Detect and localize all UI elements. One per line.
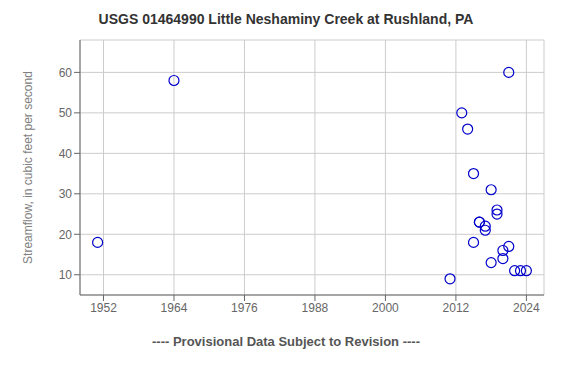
html-text:---- Provisional Data Subject: ---- Provisional Data Subject to Revisio…: [152, 334, 420, 349]
svg-text:2012: 2012: [443, 301, 470, 315]
svg-text:Streamflow, in cubic feet per: Streamflow, in cubic feet per second: [21, 71, 35, 264]
svg-text:2024: 2024: [513, 301, 540, 315]
html-text:USGS 01464990 Little Neshaminy: USGS 01464990 Little Neshaminy Creek at …: [98, 11, 474, 27]
svg-text:30: 30: [59, 187, 73, 201]
svg-text:50: 50: [59, 106, 73, 120]
svg-text:1952: 1952: [90, 301, 117, 315]
svg-text:1988: 1988: [302, 301, 329, 315]
svg-text:1964: 1964: [161, 301, 188, 315]
svg-text:1976: 1976: [231, 301, 258, 315]
svg-text:20: 20: [59, 228, 73, 242]
svg-text:10: 10: [59, 268, 73, 282]
svg-text:2000: 2000: [372, 301, 399, 315]
svg-text:60: 60: [59, 66, 73, 80]
svg-text:40: 40: [59, 147, 73, 161]
